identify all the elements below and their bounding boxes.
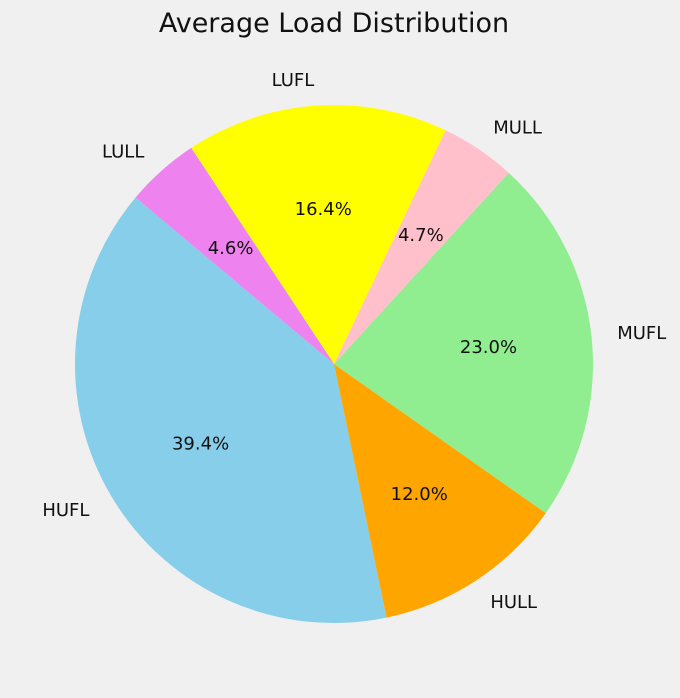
pct-label-hull: 12.0% bbox=[391, 484, 448, 505]
pie-slice-lull bbox=[135, 147, 334, 364]
pct-label-mull: 4.7% bbox=[398, 225, 444, 246]
slice-label-hull: HULL bbox=[490, 592, 537, 613]
slice-label-mufl: MUFL bbox=[617, 323, 666, 344]
pie-slices bbox=[75, 104, 593, 623]
slice-label-mull: MULL bbox=[493, 118, 542, 139]
pie-slice-mull bbox=[334, 130, 509, 364]
slice-label-lufl: LUFL bbox=[272, 70, 315, 91]
slice-label-hufl: HUFL bbox=[42, 500, 89, 521]
pie-slice-lufl bbox=[191, 104, 446, 364]
pie-slice-mufl bbox=[334, 172, 593, 514]
pct-label-mufl: 23.0% bbox=[460, 337, 517, 358]
chart-title: Average Load Distribution bbox=[159, 8, 509, 39]
pie-slice-hufl bbox=[75, 197, 387, 623]
pie-slice-hull bbox=[334, 364, 546, 618]
pct-label-lufl: 16.4% bbox=[295, 199, 352, 220]
pct-label-lull: 4.6% bbox=[208, 238, 254, 259]
pie-labels: HUFL 39.4% HULL 12.0% MUFL 23.0% MULL 4.7% LUFL 1… bbox=[42, 70, 666, 613]
pct-label-hufl: 39.4% bbox=[172, 434, 229, 455]
slice-label-lull: LULL bbox=[102, 141, 144, 162]
